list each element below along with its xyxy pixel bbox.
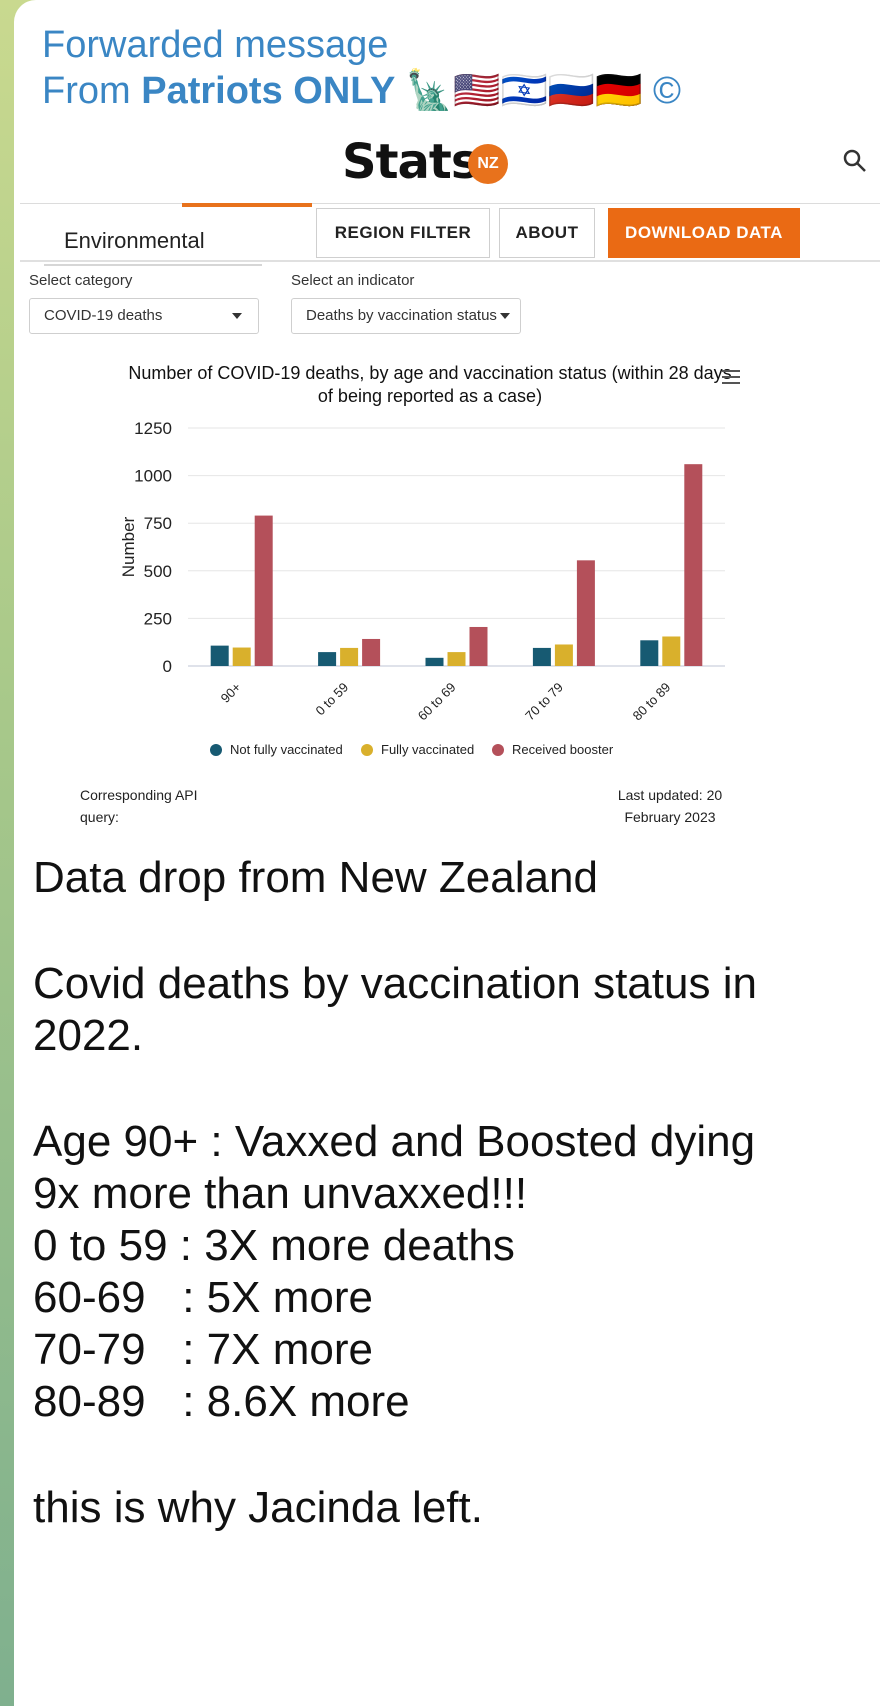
bar[interactable] — [425, 657, 444, 666]
last-updated-line-1: Last updated: 20 — [617, 787, 723, 803]
api-query-label: Corresponding API query: — [80, 784, 198, 828]
hamburger-menu-icon[interactable] — [722, 370, 740, 384]
last-updated-line-2: February 2023 — [624, 809, 716, 825]
y-tick-label: 250 — [144, 609, 172, 628]
search-icon[interactable] — [842, 148, 868, 174]
message-line: Covid deaths by vaccination status in — [33, 959, 757, 1008]
chevron-down-icon — [500, 313, 510, 319]
flag-emojis: 🗽🇺🇸🇮🇱🇷🇺🇩🇪 © — [405, 70, 682, 112]
y-tick-label: 500 — [144, 562, 172, 581]
bar[interactable] — [662, 636, 681, 666]
legend-dot — [492, 744, 504, 756]
legend-label: Received booster — [512, 742, 614, 757]
download-data-button[interactable]: DOWNLOAD DATA — [608, 208, 800, 258]
nav-active-indicator — [182, 203, 312, 207]
message-line: 2022. — [33, 1011, 144, 1060]
forwarded-from-prefix: From — [42, 70, 142, 112]
message-line: Data drop from New Zealand — [33, 853, 598, 902]
legend-label: Not fully vaccinated — [230, 742, 343, 757]
y-tick-label: 1250 — [134, 419, 172, 438]
x-tick-label: 90+ — [218, 680, 244, 706]
bar[interactable] — [362, 638, 381, 666]
api-label-line-2: query: — [80, 809, 119, 825]
bar[interactable] — [684, 464, 703, 666]
bar[interactable] — [318, 652, 337, 666]
region-filter-button[interactable]: REGION FILTER — [316, 208, 490, 258]
x-tick-label: 60 to 69 — [415, 680, 459, 724]
bar[interactable] — [254, 515, 273, 666]
about-button[interactable]: ABOUT — [499, 208, 595, 258]
select-indicator-label: Select an indicator — [291, 272, 415, 289]
chevron-down-icon — [232, 313, 242, 319]
nav-divider — [20, 260, 880, 262]
bar[interactable] — [576, 560, 595, 666]
message-line: this is why Jacinda left. — [33, 1483, 483, 1532]
indicator-select[interactable]: Deaths by vaccination status — [291, 298, 521, 334]
message-line: 9x more than unvaxxed!!! — [33, 1169, 528, 1218]
y-tick-label: 0 — [163, 657, 172, 676]
stats-logo-badge: NZ — [468, 144, 508, 184]
last-updated: Last updated: 20 February 2023 — [590, 784, 750, 828]
legend-label: Fully vaccinated — [381, 742, 475, 757]
bar[interactable] — [210, 645, 229, 666]
forwarded-from-channel[interactable]: Patriots ONLY — [141, 70, 396, 112]
message-line: 80-89 : 8.6X more — [33, 1377, 410, 1426]
y-tick-label: 750 — [144, 514, 172, 533]
bar[interactable] — [532, 647, 551, 666]
y-axis-label: Number — [119, 516, 138, 577]
x-tick-label: 80 to 89 — [630, 680, 674, 724]
legend-item-not-fully-vaccinated[interactable]: Not fully vaccinated — [210, 742, 343, 757]
indicator-select-value: Deaths by vaccination status — [306, 307, 497, 324]
bar[interactable] — [469, 626, 488, 666]
category-select-value: COVID-19 deaths — [44, 307, 163, 324]
embedded-screenshot[interactable]: Stats NZ Environmental REGION FILTER ABO… — [20, 118, 880, 900]
bar[interactable] — [554, 644, 573, 666]
forwarded-header: Forwarded message — [42, 24, 389, 66]
bar[interactable] — [232, 647, 251, 666]
category-select[interactable]: COVID-19 deaths — [29, 298, 259, 334]
bar-chart: 0 250 500 750 1000 1250 Number 90+ 0 to 59 60 to … — [119, 419, 725, 724]
api-label-line-1: Corresponding API — [80, 787, 198, 803]
nav-top-border — [20, 203, 880, 204]
legend-dot — [361, 744, 373, 756]
chart-title: Number of COVID-19 deaths, by age and va… — [128, 363, 732, 406]
stats-logo: Stats — [342, 134, 479, 190]
x-tick-label: 0 to 59 — [312, 680, 351, 719]
x-tick-label: 70 to 79 — [522, 680, 566, 724]
bar[interactable] — [640, 640, 659, 666]
bar[interactable] — [340, 647, 359, 666]
message-line: 70-79 : 7X more — [33, 1325, 373, 1374]
message-line: 0 to 59 : 3X more deaths — [33, 1221, 515, 1270]
forwarded-from[interactable]: From Patriots ONLY 🗽🇺🇸🇮🇱🇷🇺🇩🇪 © — [42, 68, 681, 114]
legend-item-received-booster[interactable]: Received booster — [492, 742, 613, 757]
bar[interactable] — [447, 652, 466, 666]
legend-dot — [210, 744, 222, 756]
select-category-label: Select category — [29, 272, 133, 289]
legend-item-fully-vaccinated[interactable]: Fully vaccinated — [361, 742, 474, 757]
tab-environmental[interactable]: Environmental — [44, 216, 262, 266]
message-line: 60-69 : 5X more — [33, 1273, 373, 1322]
y-tick-label: 1000 — [134, 467, 172, 486]
message-line: Age 90+ : Vaxxed and Boosted dying — [33, 1117, 756, 1166]
